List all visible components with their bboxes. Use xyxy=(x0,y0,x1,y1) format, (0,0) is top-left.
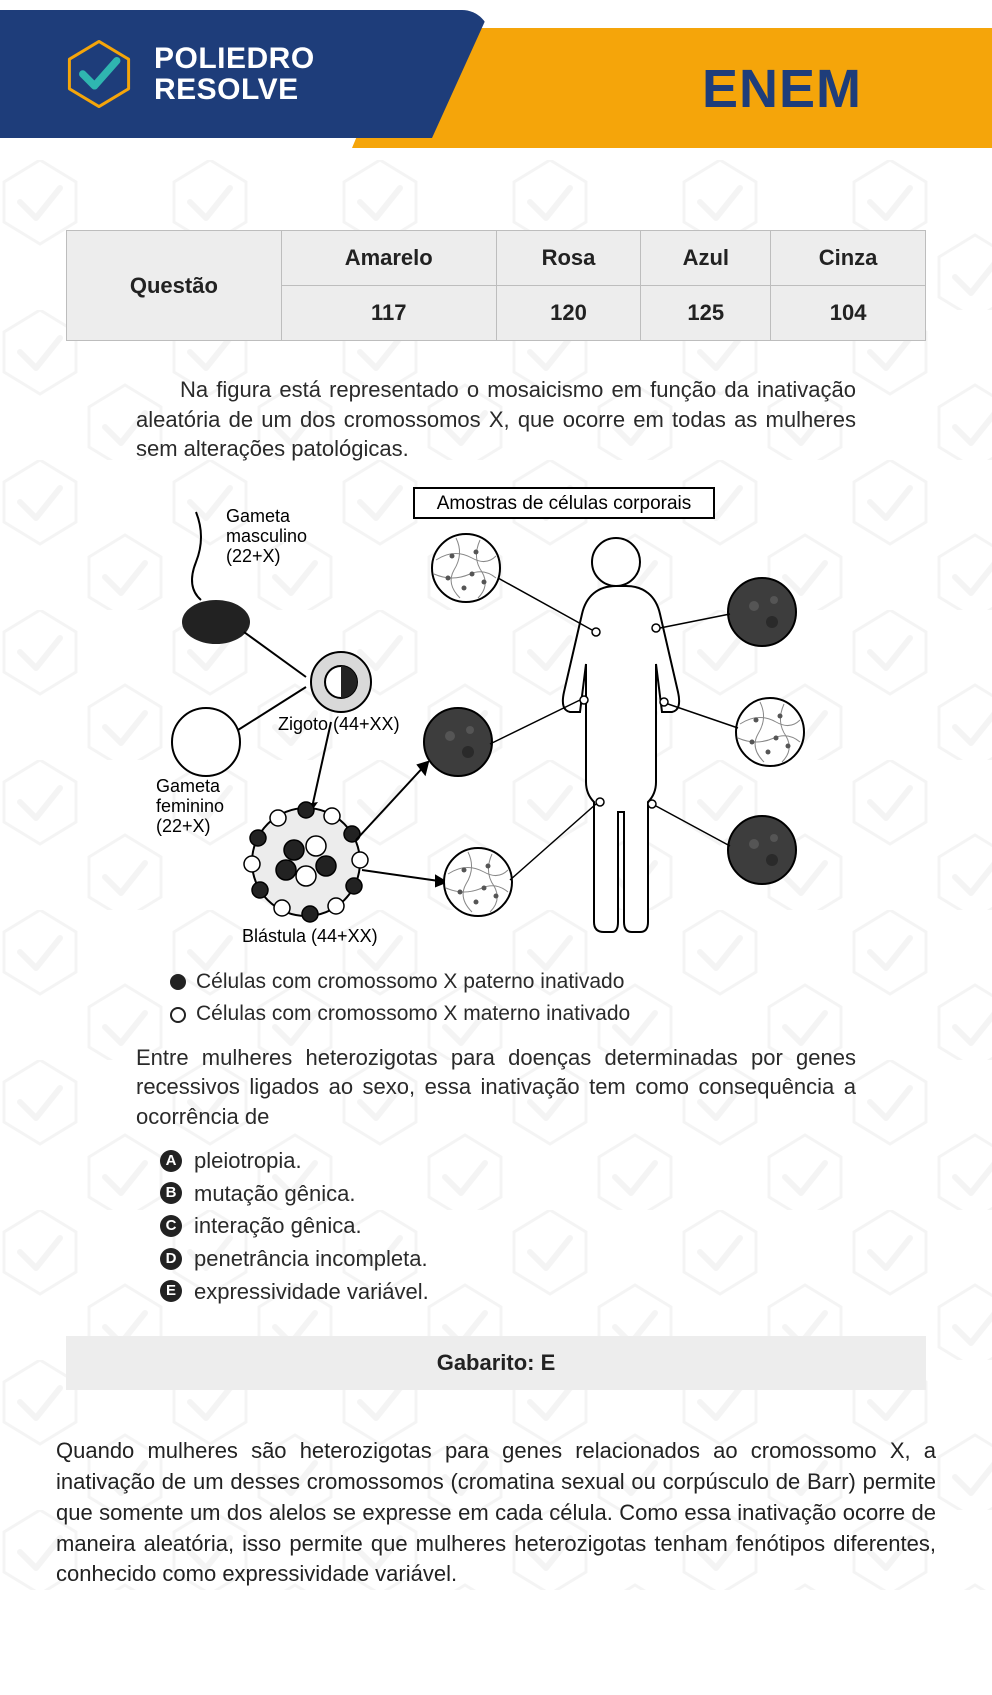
answer-key-bar: Gabarito: E xyxy=(66,1336,926,1390)
brand-text: POLIEDRO RESOLVE xyxy=(154,43,315,106)
svg-text:Amostras de células corporais: Amostras de células corporais xyxy=(437,493,692,514)
legend-dot-open-icon xyxy=(170,1007,186,1023)
table-rowheader: Questão xyxy=(67,231,282,341)
header-blue-banner: POLIEDRO RESOLVE xyxy=(0,10,490,138)
table-cell: 104 xyxy=(771,286,926,341)
question-number-table: Questão Amarelo Rosa Azul Cinza 117 120 … xyxy=(66,230,926,341)
brand-line1: POLIEDRO xyxy=(154,43,315,75)
brand-line2: RESOLVE xyxy=(154,74,315,106)
option-letter: D xyxy=(160,1248,182,1270)
option-text: penetrância incompleta. xyxy=(194,1244,428,1274)
option-a: A pleiotropia. xyxy=(160,1146,856,1176)
table-cell: 117 xyxy=(281,286,496,341)
question-followup: Entre mulheres heterozigotas para doença… xyxy=(136,1043,856,1132)
svg-text:Gameta feminino: Gameta feminino (22+X) xyxy=(156,776,229,836)
table-cell: 120 xyxy=(496,286,641,341)
question-body: Na figura está representado o mosaicismo… xyxy=(136,375,856,1306)
option-letter: E xyxy=(160,1280,182,1302)
option-letter: C xyxy=(160,1215,182,1237)
legend-dot-filled-icon xyxy=(170,974,186,990)
question-stem: Na figura está representado o mosaicismo… xyxy=(136,375,856,464)
table-col-header: Amarelo xyxy=(281,231,496,286)
svg-text:Gameta masculino: Gameta masculino (22+X) xyxy=(226,506,312,566)
table-col-header: Azul xyxy=(641,231,771,286)
option-e: E expressividade variável. xyxy=(160,1277,856,1307)
option-text: expressividade variável. xyxy=(194,1277,429,1307)
option-text: mutação gênica. xyxy=(194,1179,355,1209)
option-c: C interação gênica. xyxy=(160,1211,856,1241)
answer-key-text: Gabarito: E xyxy=(437,1350,556,1375)
option-text: interação gênica. xyxy=(194,1211,362,1241)
option-text: pleiotropia. xyxy=(194,1146,302,1176)
page-header: POLIEDRO RESOLVE ENEM xyxy=(0,0,992,170)
svg-text:Blástula (44+XX): Blástula (44+XX) xyxy=(242,926,378,946)
svg-text:Zigoto (44+XX): Zigoto (44+XX) xyxy=(278,714,400,734)
question-figure: Amostras de células corporais Gameta mas… xyxy=(146,482,846,962)
explanation-paragraph: Quando mulheres são heterozigotas para g… xyxy=(56,1436,936,1590)
figure-legend: Células com cromossomo X paterno inativa… xyxy=(170,968,856,1029)
options-list: A pleiotropia. B mutação gênica. C inter… xyxy=(160,1146,856,1306)
option-d: D penetrância incompleta. xyxy=(160,1244,856,1274)
option-letter: B xyxy=(160,1182,182,1204)
option-b: B mutação gênica. xyxy=(160,1179,856,1209)
exam-title: ENEM xyxy=(702,58,862,120)
table-col-header: Rosa xyxy=(496,231,641,286)
table-cell: 125 xyxy=(641,286,771,341)
option-letter: A xyxy=(160,1150,182,1172)
legend-open-text: Células com cromossomo X materno inativa… xyxy=(196,1000,630,1028)
legend-filled-text: Células com cromossomo X paterno inativa… xyxy=(196,968,624,996)
table-col-header: Cinza xyxy=(771,231,926,286)
poliedro-logo-icon xyxy=(62,37,136,111)
